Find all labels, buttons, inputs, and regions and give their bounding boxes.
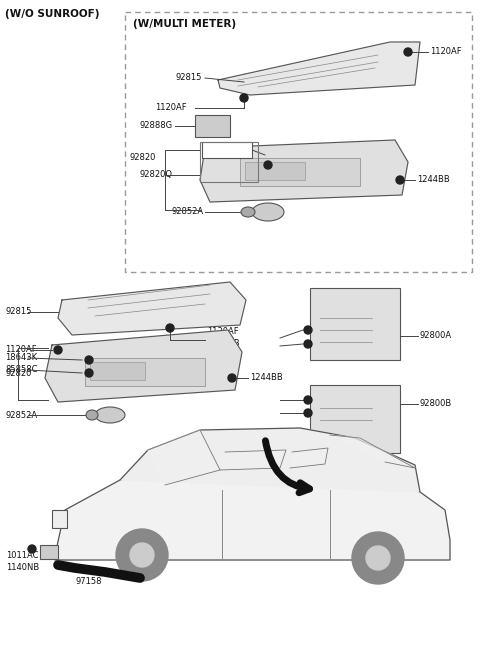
Bar — [52, 510, 67, 528]
Text: 18645E: 18645E — [345, 392, 377, 401]
Circle shape — [366, 546, 390, 570]
Bar — [40, 545, 58, 559]
Circle shape — [304, 396, 312, 404]
Bar — [202, 142, 252, 158]
Text: 1120AF: 1120AF — [207, 327, 239, 337]
Text: 18645E: 18645E — [345, 327, 377, 337]
Text: 18645E: 18645E — [345, 340, 377, 348]
Text: 92820: 92820 — [130, 154, 156, 163]
Bar — [310, 288, 400, 360]
Bar — [240, 158, 360, 186]
Polygon shape — [45, 330, 242, 402]
Polygon shape — [218, 42, 420, 95]
Circle shape — [228, 374, 236, 382]
Circle shape — [85, 356, 93, 364]
Text: 92811: 92811 — [348, 417, 374, 426]
Text: 92815: 92815 — [175, 73, 202, 83]
Text: 18643K: 18643K — [5, 354, 37, 363]
Text: 92888G: 92888G — [140, 121, 173, 131]
Text: 1120AF: 1120AF — [5, 346, 36, 354]
Circle shape — [352, 532, 404, 584]
Ellipse shape — [241, 207, 255, 217]
Polygon shape — [148, 430, 220, 485]
Bar — [310, 385, 400, 453]
Text: 92811: 92811 — [348, 354, 374, 363]
Text: (W/MULTI METER): (W/MULTI METER) — [133, 19, 236, 29]
Bar — [90, 362, 145, 380]
Bar — [85, 358, 205, 386]
Text: 1120AF: 1120AF — [430, 47, 462, 56]
Polygon shape — [200, 140, 408, 202]
Ellipse shape — [95, 407, 125, 423]
Polygon shape — [290, 448, 328, 468]
Ellipse shape — [252, 203, 284, 221]
Circle shape — [116, 529, 168, 581]
Text: 97158: 97158 — [75, 577, 101, 586]
Text: 85858C: 85858C — [5, 365, 37, 375]
Text: 1140NB: 1140NB — [6, 564, 39, 573]
Text: 92815: 92815 — [5, 308, 31, 316]
Polygon shape — [55, 468, 450, 560]
Circle shape — [404, 48, 412, 56]
Text: 92800A: 92800A — [420, 331, 452, 340]
Polygon shape — [330, 435, 415, 468]
Circle shape — [304, 409, 312, 417]
Text: 1244BB: 1244BB — [417, 176, 450, 184]
Text: 92800B: 92800B — [420, 400, 452, 409]
Polygon shape — [58, 282, 246, 335]
Bar — [125, 12, 472, 272]
Circle shape — [264, 161, 272, 169]
Bar — [195, 115, 230, 137]
Circle shape — [304, 340, 312, 348]
Text: 92820: 92820 — [5, 369, 31, 379]
Text: 92820Q: 92820Q — [140, 169, 173, 178]
Text: 1244BB: 1244BB — [250, 373, 283, 382]
Text: (W/O SUNROOF): (W/O SUNROOF) — [5, 9, 99, 19]
Text: 92852A: 92852A — [172, 207, 204, 216]
Text: B12WB: B12WB — [204, 146, 235, 155]
Text: 18645E: 18645E — [345, 403, 377, 413]
Polygon shape — [220, 450, 286, 470]
Text: 1120AF: 1120AF — [155, 104, 187, 112]
Circle shape — [85, 369, 93, 377]
Circle shape — [304, 326, 312, 334]
Circle shape — [240, 94, 248, 102]
Text: 92852A: 92852A — [5, 411, 37, 419]
Bar — [245, 162, 305, 180]
Bar — [200, 142, 258, 182]
Polygon shape — [120, 428, 420, 492]
Circle shape — [28, 545, 36, 553]
Circle shape — [54, 346, 62, 354]
Ellipse shape — [86, 410, 98, 420]
Circle shape — [396, 176, 404, 184]
Text: 1125AB: 1125AB — [207, 340, 240, 348]
Text: 1011AC: 1011AC — [6, 552, 38, 560]
Circle shape — [130, 543, 154, 567]
FancyArrowPatch shape — [265, 441, 310, 493]
Circle shape — [166, 324, 174, 332]
Text: 85858C: 85858C — [205, 161, 238, 169]
